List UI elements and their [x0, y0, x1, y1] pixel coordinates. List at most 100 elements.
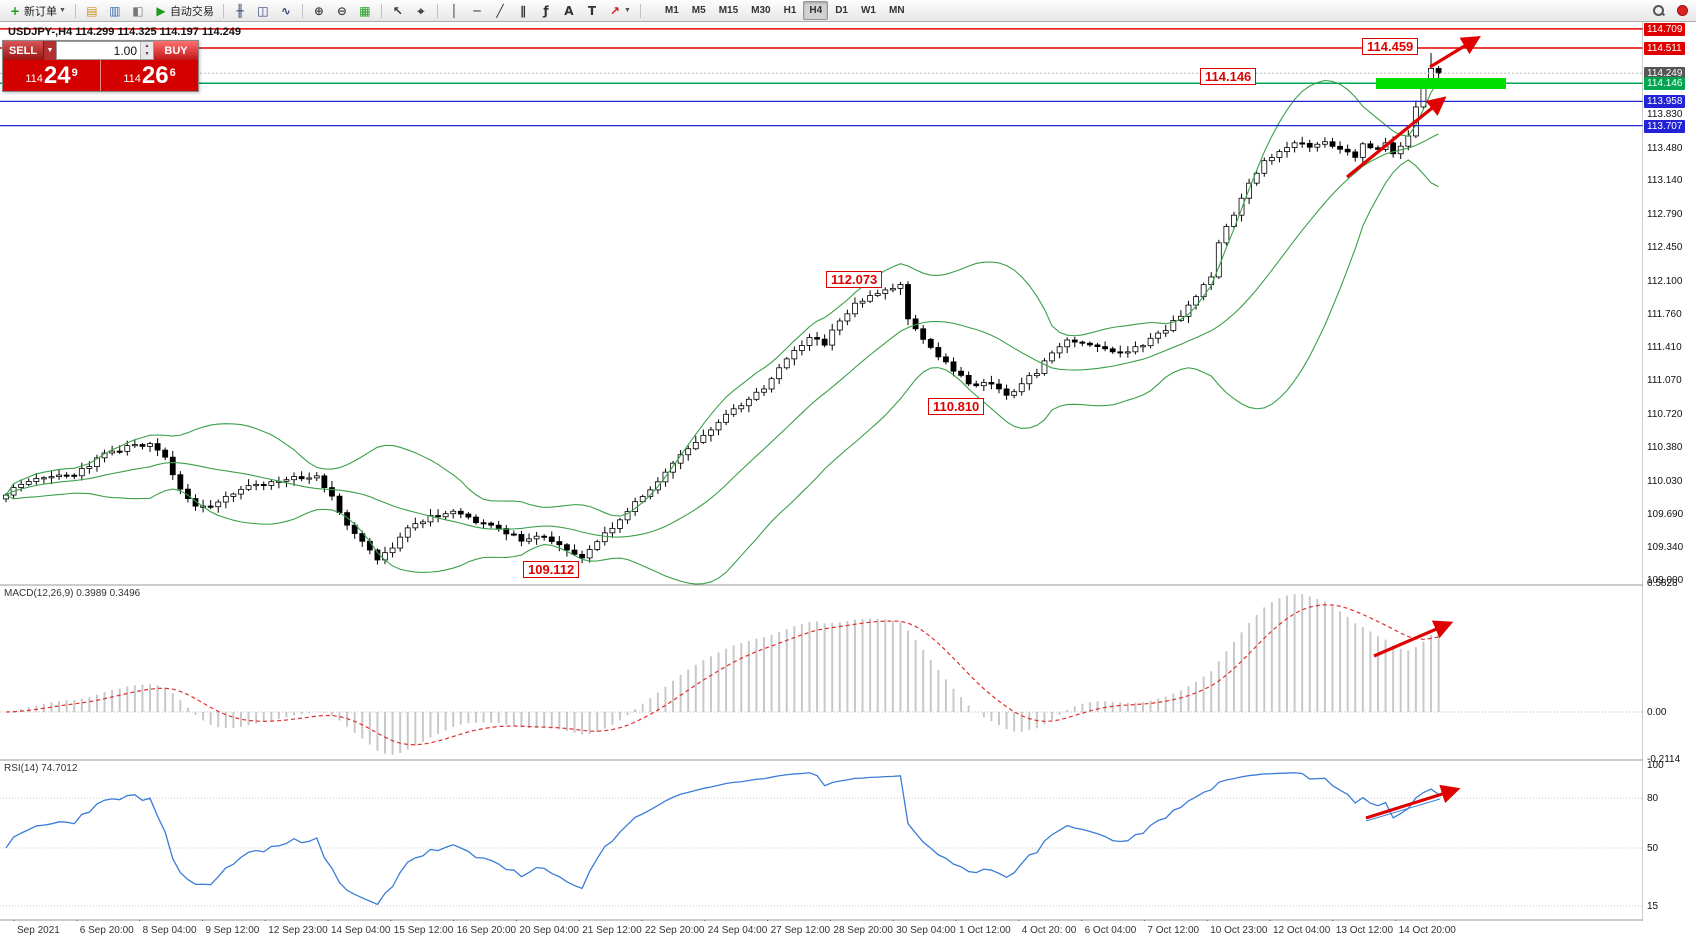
horizontal-line-button[interactable]: ─ [466, 1, 488, 20]
notification-button[interactable] [1673, 1, 1692, 20]
line-chart-button[interactable]: ∿ [275, 1, 297, 20]
timeframe-m30-button[interactable]: M30 [745, 1, 776, 20]
main-toolbar: + 新订单 ▼ ▤ ▥ ◧ ▶ 自动交易 ╫ ◫ ∿ ⊕ ⊖ ▦ ↖ ⌖ │ ─ ╱ ∥ ƒ A T ↗ ▼ M1 M5 M15 M3… [0, 0, 1696, 22]
toolbar-separator [639, 3, 641, 18]
price-scale[interactable]: 113.830 113.480 113.140 112.790 112.450 112.1… [1643, 22, 1696, 940]
charts-profile-button[interactable]: ▤ [81, 1, 103, 20]
crosshair-icon: ⌖ [417, 3, 425, 18]
market-watch-icon: ▥ [109, 3, 121, 18]
timeframe-mn-button[interactable]: MN [883, 1, 911, 20]
macd-trend-arrow [1373, 620, 1454, 658]
toolbar-left-group: + 新订单 ▼ ▤ ▥ ◧ ▶ 自动交易 ╫ ◫ ∿ ⊕ ⊖ ▦ ↖ ⌖ │ ─ ╱ ∥ ƒ A T ↗ ▼ [4, 1, 645, 20]
price-scale-tick: 112.100 [1647, 275, 1683, 287]
text-label-button[interactable]: T [581, 1, 603, 20]
profile-icon: ▤ [86, 3, 98, 18]
timeframe-h4-button[interactable]: H4 [803, 1, 829, 20]
rsi-scale-tick: 80 [1647, 793, 1659, 805]
ask-big-digits: 26 [141, 62, 169, 89]
timeframe-m5-button[interactable]: M5 [686, 1, 712, 20]
rsi-line [5, 772, 1439, 906]
cursor-button[interactable]: ↖ [387, 1, 409, 20]
trend-arrows[interactable] [1345, 36, 1481, 820]
price-scale-tick: 112.790 [1647, 209, 1683, 221]
bid-price-display[interactable]: 114 24 9 [3, 60, 100, 91]
price-annotation-label[interactable]: 114.459 [1362, 38, 1419, 55]
bollinger-bands [5, 79, 1440, 585]
sell-button[interactable]: SELL [3, 41, 43, 60]
alert-icon [1677, 5, 1688, 16]
zoom-out-button[interactable]: ⊖ [331, 1, 353, 20]
price-annotation-label[interactable]: 109.112 [523, 561, 580, 578]
dropdown-caret-icon: ▼ [59, 7, 66, 14]
timeframe-m15-button[interactable]: M15 [713, 1, 744, 20]
toolbar-right-group [1648, 1, 1692, 20]
fibonacci-button[interactable]: ƒ [535, 1, 557, 20]
autotrading-button[interactable]: ▶ 自动交易 [150, 1, 218, 20]
zoom-in-button[interactable]: ⊕ [308, 1, 330, 20]
time-axis-label: 28 Sep 20:00 [833, 925, 893, 936]
time-axis-label: 27 Sep 12:00 [770, 925, 831, 936]
price-scale-tick: 111.070 [1647, 375, 1682, 387]
fibonacci-icon: ƒ [543, 3, 549, 18]
navigator-button[interactable]: ◧ [127, 1, 149, 20]
toolbar-separator [222, 3, 224, 18]
search-button[interactable] [1648, 1, 1669, 20]
macd-signal-line [5, 604, 1439, 746]
price-scale-line-label: 113.958 [1644, 95, 1686, 109]
timeframe-h1-button[interactable]: H1 [778, 1, 803, 20]
ask-pipette: 6 [169, 67, 176, 79]
price-scale-line-label: 114.511 [1644, 41, 1685, 55]
hline-icon: ─ [473, 3, 481, 18]
support-zone-rectangle[interactable] [1376, 78, 1506, 89]
timeframe-w1-button[interactable]: W1 [855, 1, 882, 20]
bar-chart-button[interactable]: ╫ [229, 1, 251, 20]
trendline-icon: ╱ [496, 3, 504, 18]
trendline-button[interactable]: ╱ [489, 1, 511, 20]
bid-ask-display: 114 24 9 114 26 6 [3, 60, 198, 91]
channel-button[interactable]: ∥ [512, 1, 534, 20]
price-scale-tick: 113.480 [1647, 142, 1683, 154]
arrows-button[interactable]: ↗ ▼ [604, 1, 635, 20]
time-axis[interactable]: Sep 2021 6 Sep 20:00 8 Sep 04:00 9 Sep 12:0… [0, 921, 1643, 940]
time-axis-label: 21 Sep 12:00 [582, 925, 642, 936]
volume-input[interactable]: 1.00 ▲ ▼ [56, 41, 154, 60]
timeframe-m1-button[interactable]: M1 [659, 1, 685, 20]
volume-stepper[interactable]: ▲ ▼ [140, 42, 153, 59]
time-axis-label: 12 Oct 04:00 [1273, 925, 1331, 936]
volume-value[interactable]: 1.00 [113, 44, 137, 58]
timeframe-d1-button[interactable]: D1 [829, 1, 854, 20]
price-scale-line-label: 113.707 [1644, 119, 1686, 133]
price-scale-tick: 113.140 [1647, 175, 1683, 187]
macd-scale-tick: 0.00 [1647, 707, 1667, 718]
time-axis-label: 14 Oct 20:00 [1398, 925, 1456, 936]
market-watch-button[interactable]: ▥ [104, 1, 126, 20]
text-button[interactable]: A [558, 1, 580, 20]
sell-dropdown-caret-icon[interactable]: ▼ [43, 41, 56, 60]
new-order-button-label: 新订单 [24, 5, 57, 18]
price-annotation-label[interactable]: 110.810 [928, 398, 985, 415]
tile-windows-button[interactable]: ▦ [354, 1, 376, 20]
volume-increase-icon[interactable]: ▲ [141, 42, 153, 51]
timeframe-toolbar: M1 M5 M15 M30 H1 H4 D1 W1 MN [659, 1, 911, 20]
bid-big-digits: 24 [43, 62, 71, 89]
bid-pipette: 9 [71, 67, 78, 79]
one-click-controls-row: SELL ▼ 1.00 ▲ ▼ BUY [3, 41, 198, 60]
rsi-trendline[interactable] [1365, 798, 1441, 822]
price-scale-tick: 109.000 [1647, 575, 1684, 587]
ask-price-display[interactable]: 114 26 6 [100, 60, 198, 91]
price-annotation-label[interactable]: 112.073 [826, 271, 883, 288]
vertical-line-button[interactable]: │ [443, 1, 465, 20]
price-annotation-label[interactable]: 114.146 [1200, 68, 1257, 85]
crosshair-button[interactable]: ⌖ [410, 1, 432, 20]
candle-chart-button[interactable]: ◫ [252, 1, 274, 20]
horizontal-level-lines[interactable] [0, 28, 1643, 127]
new-order-button[interactable]: + 新订单 ▼ [4, 1, 70, 20]
buy-button[interactable]: BUY [154, 41, 198, 60]
zoom-out-icon: ⊖ [336, 3, 347, 18]
volume-decrease-icon[interactable]: ▼ [141, 50, 153, 59]
time-axis-label: 22 Sep 20:00 [645, 925, 705, 936]
rsi-scale-tick: 50 [1647, 842, 1659, 854]
bars-icon: ╫ [236, 3, 244, 18]
